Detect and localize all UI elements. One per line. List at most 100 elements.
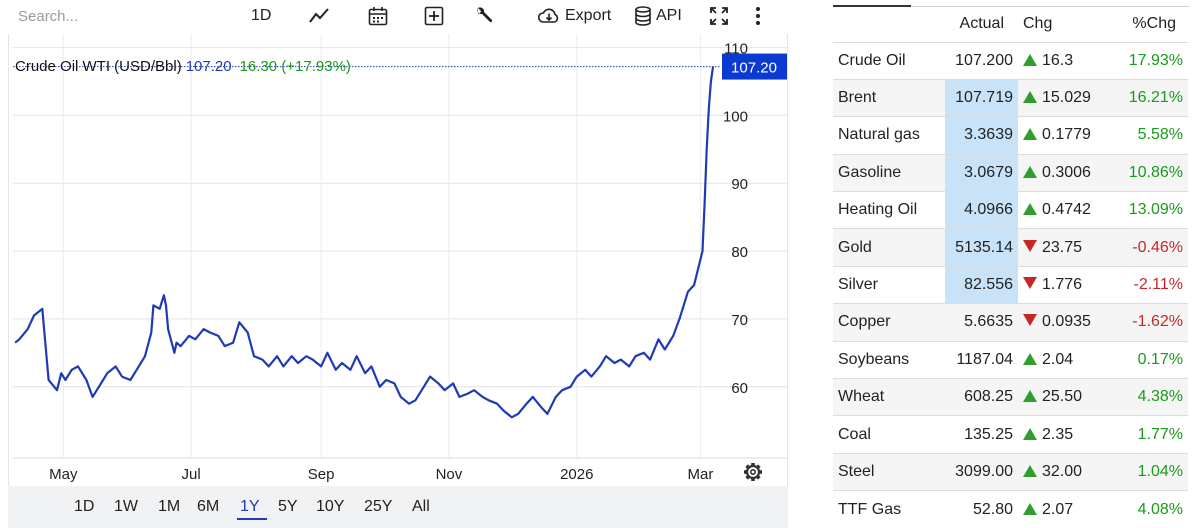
commodity-name[interactable]: Wheat xyxy=(833,378,945,416)
range-button-6m[interactable]: 6M xyxy=(197,498,220,515)
arrow-up-icon xyxy=(1023,165,1037,178)
y-tick-label: 60 xyxy=(731,380,748,397)
table-row[interactable]: Steel 3099.00 32.00 1.04% xyxy=(833,452,1188,491)
range-button-1y[interactable]: 1Y xyxy=(240,498,260,515)
x-tick-label: 2026 xyxy=(560,466,593,483)
arrow-up-icon xyxy=(1023,502,1037,515)
table-row[interactable]: Copper 5.6635 0.0935 -1.62% xyxy=(833,303,1188,342)
change-value: 0.1779 xyxy=(1042,126,1091,144)
gear-hub xyxy=(749,468,757,476)
price-chart[interactable]: 60 70 80 90 100 110 May Jul Sep Nov 2026 Mar 107.20 xyxy=(0,0,790,486)
header-actual[interactable]: Actual xyxy=(959,15,1004,33)
arrow-down-icon xyxy=(1023,277,1037,290)
x-tick-label: Nov xyxy=(436,466,463,483)
table-row[interactable]: Silver 82.556 1.776 -2.11% xyxy=(833,265,1188,304)
change-value: 2.07 xyxy=(1042,500,1074,518)
line-chart-button[interactable] xyxy=(308,4,330,28)
change-cell: 32.00 xyxy=(1018,452,1108,491)
commodities-table: Actual Chg %Chg Crude Oil 107.200 16.3 17.9… xyxy=(833,7,1188,528)
y-tick-label: 90 xyxy=(731,176,748,193)
table-row[interactable]: Soybeans 1187.04 2.04 0.17% xyxy=(833,340,1188,379)
change-value: 23.75 xyxy=(1042,238,1083,256)
table-row[interactable]: Gold 5135.14 23.75 -0.46% xyxy=(833,228,1188,267)
arrow-down-icon xyxy=(1023,239,1037,252)
header-chg[interactable]: Chg xyxy=(1023,15,1053,33)
legend-change: 16.30 (+17.93%) xyxy=(239,58,351,75)
commodity-name[interactable]: Gasoline xyxy=(833,153,945,192)
actual-value: 5135.14 xyxy=(945,228,1018,267)
change-value: 2.04 xyxy=(1042,350,1074,368)
commodity-name[interactable]: Natural gas xyxy=(833,116,945,155)
range-button-1d[interactable]: 1D xyxy=(74,498,95,515)
line-chart-icon xyxy=(308,6,330,26)
commodities-table-panel: Actual Chg %Chg Crude Oil 107.200 16.3 17.9… xyxy=(815,0,1200,528)
api-button[interactable]: API xyxy=(634,4,682,28)
percent-change: 10.86% xyxy=(1108,153,1188,192)
change-value: 25.50 xyxy=(1042,388,1083,406)
percent-change: -2.11% xyxy=(1108,265,1188,304)
commodity-name[interactable]: Steel xyxy=(833,452,945,491)
arrow-up-icon xyxy=(1023,203,1037,216)
commodity-name[interactable]: Brent xyxy=(833,78,945,117)
table-tab-indicator xyxy=(833,5,911,7)
actual-value: 3099.00 xyxy=(945,452,1018,491)
change-value: 0.0935 xyxy=(1042,313,1091,331)
commodity-name[interactable]: TTF Gas xyxy=(833,490,945,528)
commodity-name[interactable]: Coal xyxy=(833,415,945,454)
percent-change: 17.93% xyxy=(1108,41,1188,80)
fullscreen-button[interactable] xyxy=(708,4,730,28)
range-button-5y[interactable]: 5Y xyxy=(278,498,298,515)
change-cell: 0.0935 xyxy=(1018,303,1108,342)
commodity-name[interactable]: Silver xyxy=(833,265,945,304)
commodity-name[interactable]: Copper xyxy=(833,303,945,342)
range-button-all[interactable]: All xyxy=(412,498,430,515)
tools-button[interactable] xyxy=(472,4,494,28)
fullscreen-icon xyxy=(708,5,730,27)
table-top-divider xyxy=(833,6,1189,7)
range-selector: 1D 1W 1M 6M 1Y 5Y 10Y 25Y All xyxy=(8,486,788,528)
header-pct-chg[interactable]: %Chg xyxy=(1132,15,1176,33)
export-button[interactable]: Export xyxy=(537,4,611,28)
arrow-up-icon xyxy=(1023,427,1037,440)
range-button-25y[interactable]: 25Y xyxy=(364,498,393,515)
change-value: 16.3 xyxy=(1042,51,1074,69)
y-tick-label: 80 xyxy=(731,244,748,261)
table-row[interactable]: Brent 107.719 15.029 16.21% xyxy=(833,78,1188,117)
commodity-name[interactable]: Heating Oil xyxy=(833,191,945,229)
commodity-name[interactable]: Gold xyxy=(833,228,945,267)
actual-value: 1187.04 xyxy=(945,340,1018,379)
range-button-10y[interactable]: 10Y xyxy=(316,498,345,515)
table-row[interactable]: Coal 135.25 2.35 1.77% xyxy=(833,415,1188,454)
table-row[interactable]: Natural gas 3.3639 0.1779 5.58% xyxy=(833,116,1188,155)
legend-instrument-name: Crude Oil WTI (USD/Bbl) xyxy=(15,58,182,75)
calendar-button[interactable] xyxy=(367,4,389,28)
search-input[interactable] xyxy=(10,3,150,29)
table-row[interactable]: TTF Gas 52.80 2.07 4.08% xyxy=(833,490,1188,528)
more-menu-button[interactable] xyxy=(752,4,764,28)
table-row[interactable]: Wheat 608.25 25.50 4.38% xyxy=(833,378,1188,416)
interval-label: 1D xyxy=(251,7,272,24)
change-cell: 23.75 xyxy=(1018,228,1108,267)
api-label: API xyxy=(656,7,682,24)
change-cell: 0.1779 xyxy=(1018,116,1108,155)
table-row[interactable]: Heating Oil 4.0966 0.4742 13.09% xyxy=(833,191,1188,229)
interval-button[interactable]: 1D xyxy=(251,4,271,28)
wrench-icon xyxy=(472,5,494,27)
percent-change: 1.77% xyxy=(1108,415,1188,454)
range-button-1m[interactable]: 1M xyxy=(158,498,181,515)
table-row[interactable]: Crude Oil 107.200 16.3 17.93% xyxy=(833,41,1188,80)
change-value: 2.35 xyxy=(1042,425,1074,443)
arrow-up-icon xyxy=(1023,352,1037,365)
percent-change: 1.04% xyxy=(1108,452,1188,491)
percent-change: -1.62% xyxy=(1108,303,1188,342)
range-button-1w[interactable]: 1W xyxy=(114,498,138,515)
commodity-name[interactable]: Soybeans xyxy=(833,340,945,379)
add-indicator-button[interactable] xyxy=(423,4,445,28)
table-row[interactable]: Gasoline 3.0679 0.3006 10.86% xyxy=(833,153,1188,192)
commodity-name[interactable]: Crude Oil xyxy=(833,41,945,80)
actual-value: 82.556 xyxy=(945,265,1018,304)
header-name xyxy=(833,7,945,42)
plus-box-icon xyxy=(423,5,445,27)
change-cell: 0.4742 xyxy=(1018,191,1108,229)
gear-icon[interactable] xyxy=(744,463,762,481)
